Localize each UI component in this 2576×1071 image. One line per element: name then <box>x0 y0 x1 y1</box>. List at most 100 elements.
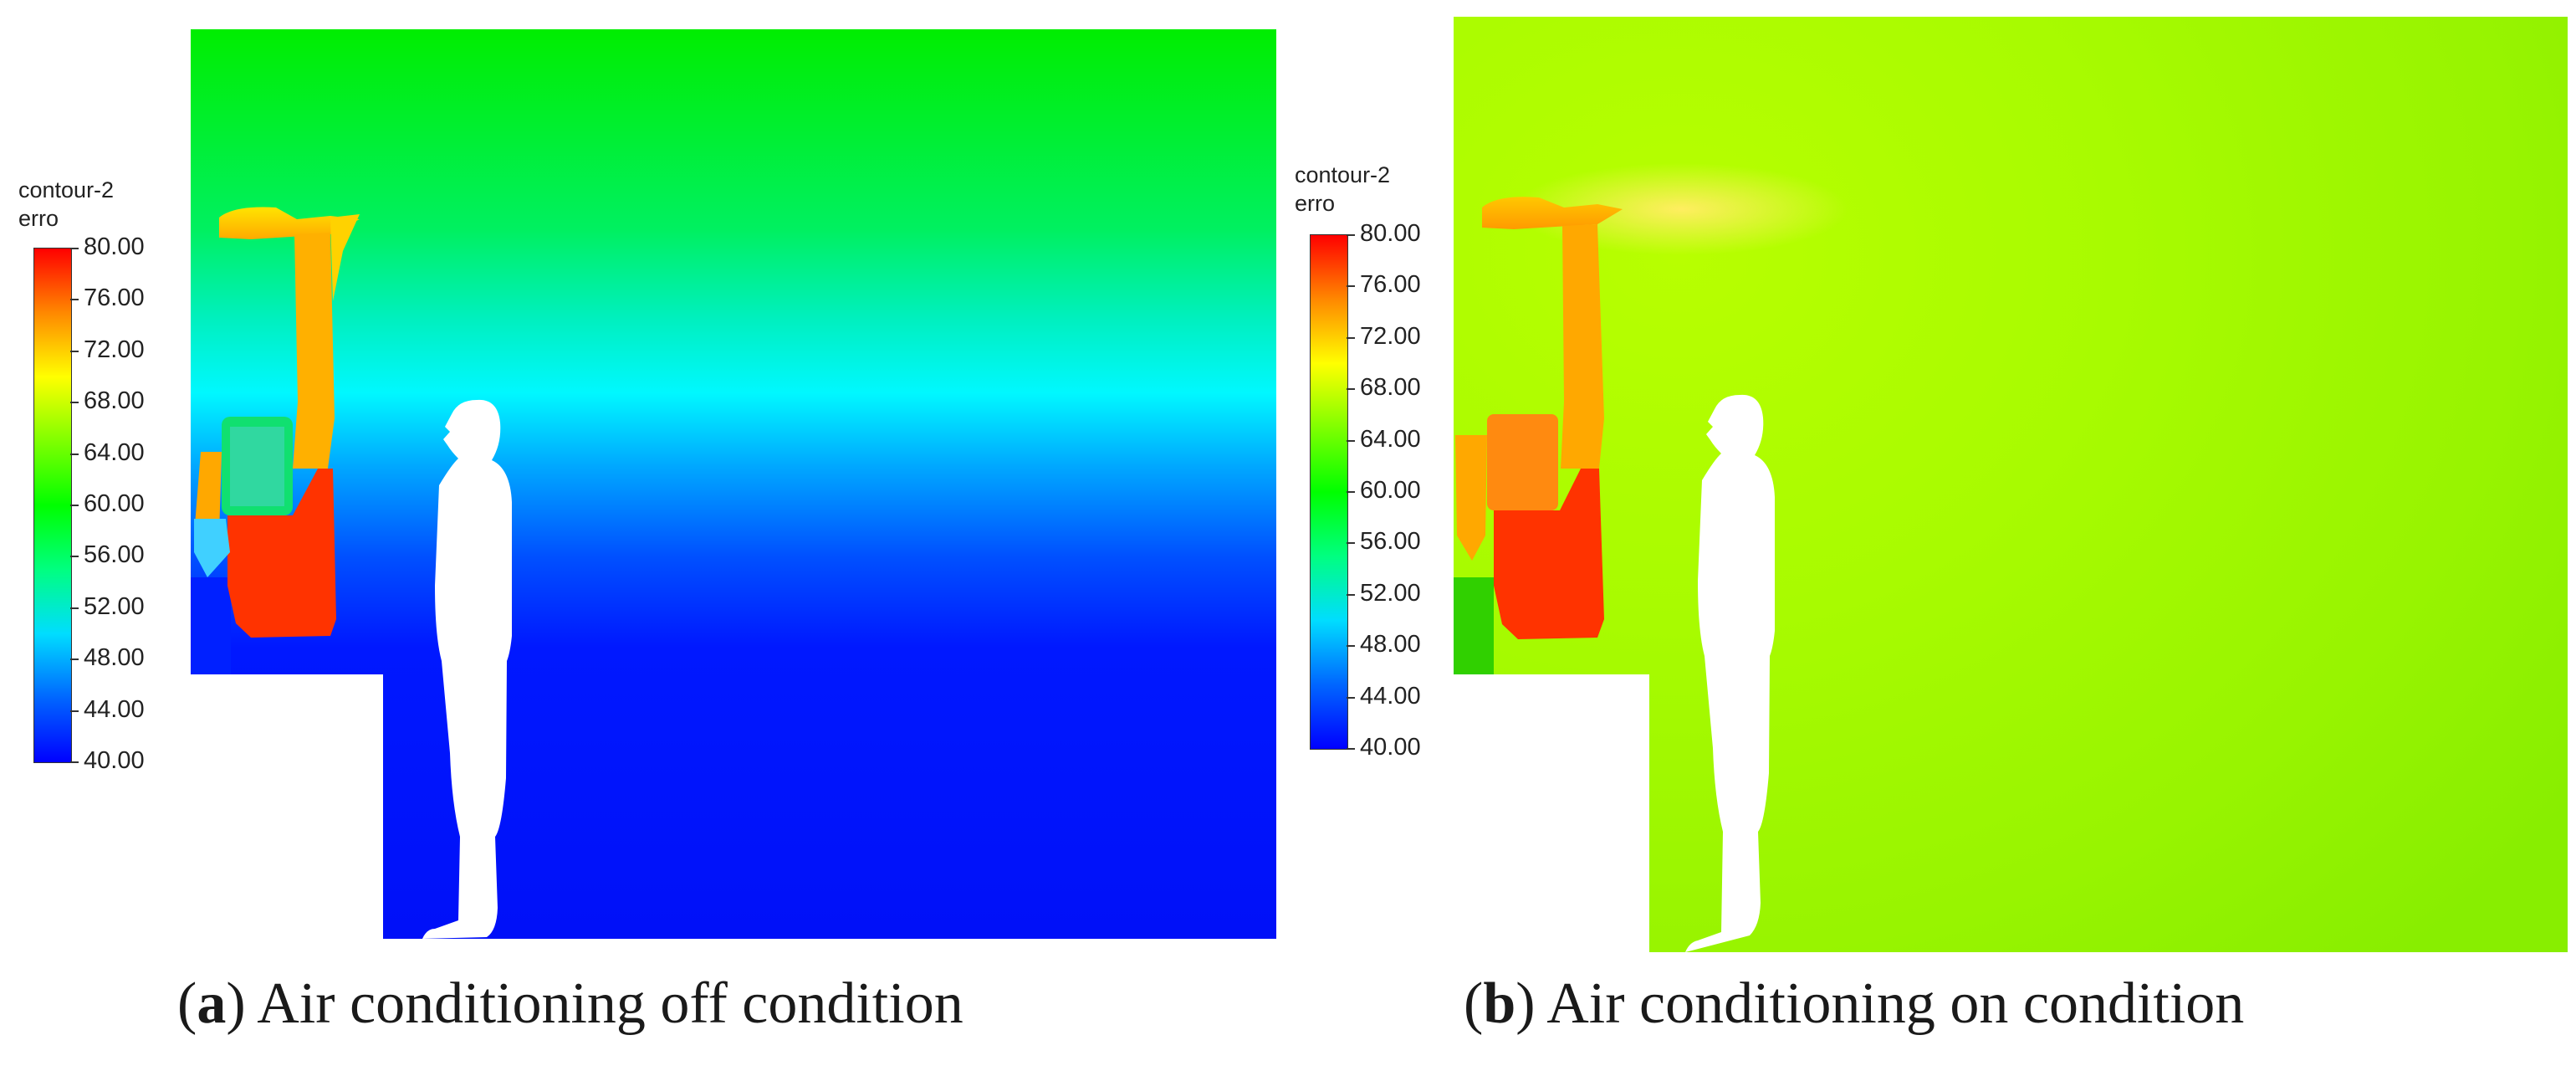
caption-text-a: ) Air conditioning off condition <box>226 971 963 1036</box>
hot-body-b <box>1494 469 1604 639</box>
caption-open-b: ( <box>1464 971 1484 1036</box>
colorbar-tick-mark <box>1347 234 1355 236</box>
contour-svg-b <box>1454 17 2568 952</box>
wall-blue-a <box>191 577 231 674</box>
colorbar-tick: 40.00 <box>70 747 145 774</box>
legend-title-a: contour-2 erro <box>18 176 202 233</box>
colorbar-ticks-a: 80.00 76.00 72.00 68.00 64.00 60.00 56.00 52.00… <box>18 233 186 774</box>
hot-side-a <box>194 519 230 577</box>
legend-title-b: contour-2 erro <box>1295 161 1479 218</box>
colorbar-tick-label: 72.00 <box>84 336 145 363</box>
colorbar-tick: 56.00 <box>70 541 145 568</box>
colorbar-tick-mark <box>1347 388 1355 391</box>
colorbar-tick: 72.00 <box>70 336 145 363</box>
caption-a: (a) Air conditioning off condition <box>177 971 963 1054</box>
legend-a: contour-2 erro 80.00 76.00 72.00 68.00 64.00… <box>18 176 186 778</box>
colorbar-ticks-b: 80.00 76.00 72.00 68.00 64.00 60.00 56.00 52.00… <box>1295 220 1462 761</box>
colorbar-tick: 56.00 <box>1347 528 1421 555</box>
panel-b: contour-2 erro 80.00 76.00 72.00 68.00 64.00… <box>1288 0 2576 1071</box>
pot-b <box>1487 414 1558 510</box>
colorbar-tick: 44.00 <box>70 696 145 723</box>
colorbar-tick: 64.00 <box>70 439 145 466</box>
exhaust-column-b <box>1561 224 1604 469</box>
colorbar-tick-label: 80.00 <box>1360 220 1421 247</box>
colorbar-tick: 68.00 <box>70 387 145 414</box>
caption-text-b: ) Air conditioning on condition <box>1515 971 2245 1036</box>
colorbar-tick-mark <box>70 710 79 712</box>
colorbar-tick-label: 76.00 <box>84 284 145 312</box>
colorbar-tick-label: 44.00 <box>1360 682 1421 710</box>
colorbar-tick-label: 52.00 <box>84 592 145 620</box>
colorbar-tick-mark <box>1347 439 1355 442</box>
colorbar-tick-mark <box>70 299 79 301</box>
colorbar-tick-label: 64.00 <box>84 438 145 466</box>
colorbar-tick-mark <box>70 248 79 249</box>
legend-title-line2: erro <box>18 206 59 231</box>
colorbar-tick-label: 68.00 <box>84 387 145 415</box>
colorbar-tick-mark <box>70 350 79 352</box>
colorbar-tick: 60.00 <box>1347 477 1421 504</box>
colorbar-tick-label: 72.00 <box>1360 322 1421 350</box>
domain-shape-b <box>1454 17 2568 952</box>
colorbar-tick: 60.00 <box>70 490 145 517</box>
caption-b: (b) Air conditioning on condition <box>1464 971 2244 1054</box>
colorbar-tick-label: 80.00 <box>84 233 145 260</box>
hot-edge-b <box>1455 435 1487 561</box>
colorbar-tick: 76.00 <box>1347 271 1421 298</box>
colorbar-tick-mark <box>70 505 79 506</box>
colorbar-tick-mark <box>1347 748 1355 750</box>
colorbar-tick-label: 48.00 <box>1360 631 1421 658</box>
domain-shape-a <box>191 29 1276 939</box>
colorbar-tick: 80.00 <box>1347 220 1421 247</box>
colorbar-tick: 48.00 <box>1347 631 1421 658</box>
caption-letter-a: a <box>197 971 227 1036</box>
hot-body-a <box>227 469 336 638</box>
colorbar-tick-label: 64.00 <box>1360 425 1421 453</box>
colorbar-b <box>1310 234 1348 750</box>
pot-inner-a <box>230 427 284 506</box>
colorbar-tick-label: 60.00 <box>1360 477 1421 504</box>
colorbar-tick-label: 40.00 <box>1360 734 1421 761</box>
colorbar-tick-mark <box>1347 491 1355 493</box>
colorbar-tick-mark <box>1347 285 1355 288</box>
human-silhouette-b <box>1685 394 1775 952</box>
colorbar-tick-mark <box>1347 696 1355 699</box>
legend-title-line2: erro <box>1295 191 1336 216</box>
colorbar-tick-label: 56.00 <box>84 541 145 569</box>
exhaust-plume-a <box>330 214 360 301</box>
human-silhouette-a <box>422 399 512 939</box>
hood-b <box>1482 197 1623 229</box>
colorbar-tick: 80.00 <box>70 233 145 260</box>
colorbar-tick-mark <box>1347 336 1355 339</box>
legend-title-line1: contour-2 <box>18 177 115 202</box>
colorbar-tick-mark <box>70 658 79 661</box>
wall-green-b <box>1454 577 1494 674</box>
colorbar-tick-mark <box>1347 593 1355 596</box>
colorbar-tick-mark <box>70 556 79 558</box>
colorbar-tick-mark <box>70 453 79 455</box>
colorbar-tick: 52.00 <box>70 593 145 620</box>
colorbar-tick-label: 48.00 <box>84 644 145 672</box>
colorbar-tick-label: 44.00 <box>84 695 145 723</box>
colorbar-tick-label: 56.00 <box>1360 528 1421 556</box>
colorbar-tick-mark <box>70 761 79 763</box>
colorbar-tick-mark <box>1347 542 1355 545</box>
panel-a: contour-2 erro 80.00 76.00 72.00 68.00 64.00… <box>18 29 1276 1054</box>
colorbar-tick: 52.00 <box>1347 580 1421 607</box>
caption-open-a: ( <box>177 971 197 1036</box>
colorbar-tick: 76.00 <box>70 284 145 311</box>
colorbar-tick-label: 76.00 <box>1360 271 1421 299</box>
hood-a <box>219 207 360 239</box>
colorbar-tick-label: 52.00 <box>1360 579 1421 607</box>
colorbar-tick-mark <box>1347 645 1355 648</box>
contour-plot-b <box>1288 0 2576 962</box>
colorbar-tick: 44.00 <box>1347 683 1421 710</box>
caption-letter-b: b <box>1483 971 1516 1036</box>
colorbar-tick-mark <box>70 607 79 609</box>
colorbar-tick-label: 68.00 <box>1360 374 1421 402</box>
colorbar-tick: 48.00 <box>70 644 145 671</box>
contour-svg-a <box>191 29 1276 939</box>
colorbar-tick: 72.00 <box>1347 323 1421 350</box>
legend-title-line1: contour-2 <box>1295 162 1391 187</box>
colorbar-tick: 40.00 <box>1347 734 1421 761</box>
